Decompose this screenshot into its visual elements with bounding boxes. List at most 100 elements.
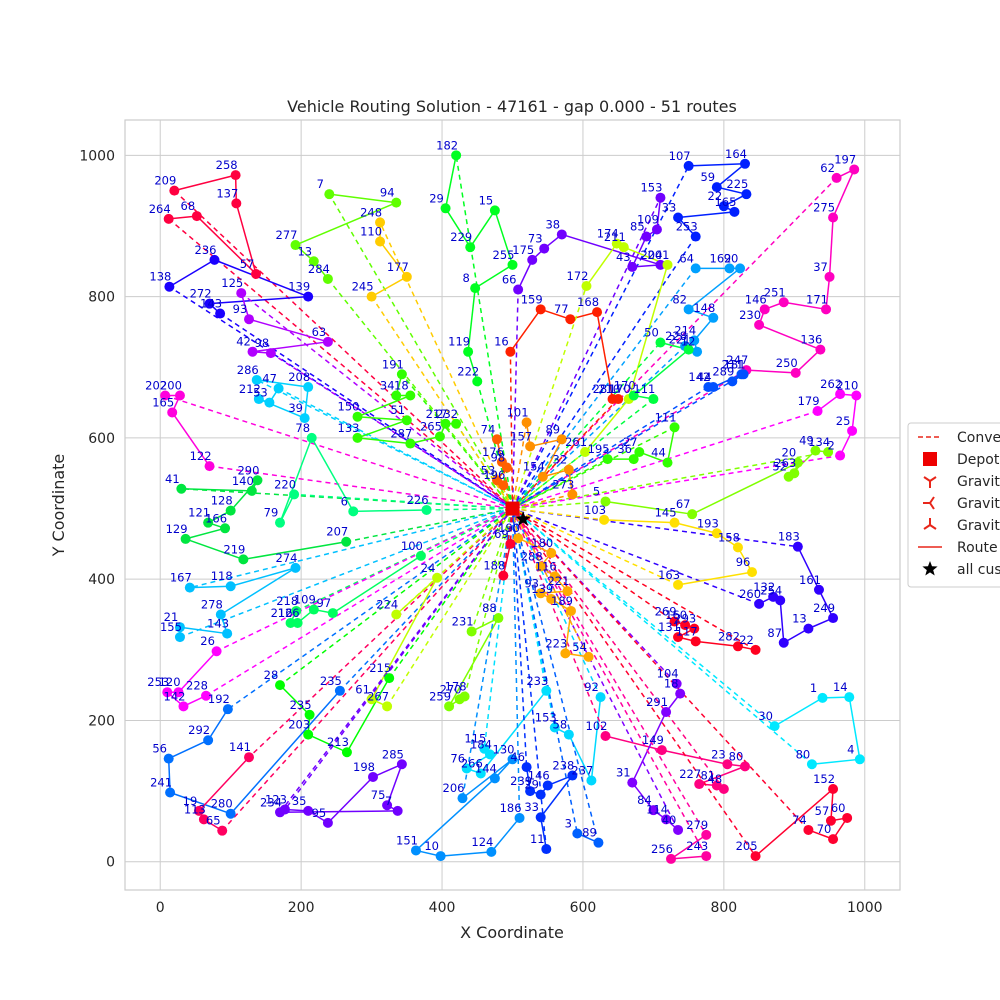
customer-label: 166 [205,511,227,525]
customer-label: 253 [676,220,698,234]
customer-point [366,694,377,705]
route-segment [511,508,521,818]
customer-point [754,598,765,609]
customer-label: 36 [617,442,632,456]
customer-label: 196 [483,468,505,482]
route-lines [164,155,861,860]
customer-label: 81 [700,768,715,782]
customer-point [769,721,780,732]
customer-label: 62 [820,161,835,175]
customer-label: 238 [552,759,574,773]
customer-point [352,432,363,443]
customer-point [683,160,694,171]
customer-label: 285 [382,747,404,761]
customer-point [675,688,686,699]
customer-label: 98 [255,336,270,350]
customer-label: 94 [380,186,395,200]
legend-entry: Gravit [957,474,1000,490]
customer-label: 165 [152,395,174,409]
route-segment [221,508,514,832]
route-segment [483,508,514,749]
customer-point [628,454,639,465]
customer-label: 160 [665,608,687,622]
customer-label: 51 [390,403,405,417]
route-segment [279,684,311,716]
customer-label: 53 [481,463,496,477]
customer-label: 164 [725,147,747,161]
customer-point [489,205,500,216]
customer-label: 264 [149,202,171,216]
customer-label: 142 [164,689,186,703]
customer-point [738,369,749,380]
route-segment [511,422,528,509]
customer-label: 13 [792,612,807,626]
legend-marker-tri-arm [923,524,931,530]
customer-point [655,259,666,270]
customer-label: 221 [547,574,569,588]
customer-label: 202 [145,379,167,393]
customer-point [391,197,402,208]
customer-label: 232 [436,407,458,421]
route-segment [164,394,513,510]
customer-point [565,605,576,616]
customer-label: 32 [553,453,568,467]
customer-point [586,775,597,786]
x-tick-label: 0 [156,900,165,916]
customer-label: 209 [154,174,176,188]
customer-label: 149 [642,733,664,747]
customer-label: 259 [429,689,451,703]
customer-label: 24 [421,561,436,575]
customer-point [193,805,204,816]
customer-point [628,390,639,401]
customer-point [303,729,314,740]
customer-label: 144 [475,761,497,775]
customer-point [290,240,301,251]
customer-point [831,172,842,183]
customer-point [806,759,817,770]
customer-label: 163 [658,568,680,582]
customer-label: 123 [265,792,287,806]
customer-label: 33 [662,200,677,214]
route-segment [235,203,257,275]
customer-point [463,346,474,357]
customer-label: 157 [510,429,532,443]
customer-point [244,752,254,763]
customer-point [708,312,719,323]
route-segment [279,437,313,523]
customer-label: 11 [530,832,545,846]
customer-label: 12 [681,335,696,349]
route-segment [219,312,513,510]
customer-label: 181 [724,357,746,371]
route-segment [511,508,579,834]
customer-point [308,256,319,267]
customer-label: 191 [382,357,404,371]
route-segment [511,508,757,857]
customer-point [600,496,611,507]
route-segment [490,817,521,853]
route-segment [328,193,514,509]
customer-point [322,817,333,828]
legend-marker-square [923,452,937,466]
legend-marker-tri-arm [929,476,937,482]
customer-label: 203 [288,718,310,732]
customer-label: 179 [798,394,820,408]
route-segment [207,708,229,741]
customer-point [434,431,445,442]
customer-point [264,397,275,408]
customer-label: 41 [165,472,180,486]
route-segment [179,626,228,635]
customer-label: 254 [760,583,782,597]
customer-point [492,434,502,445]
customer-label: 279 [686,818,708,832]
route-segment [674,521,718,534]
customer-label: 228 [186,679,208,693]
customer-label: 261 [565,435,587,449]
customer-point [322,336,333,347]
route-segment [171,412,211,467]
customer-label: 145 [655,506,677,520]
route-segment [357,415,407,421]
customer-point [290,562,301,573]
customer-point [669,616,680,627]
customer-label: 211 [722,357,744,371]
customer-label: 57 [240,257,255,271]
